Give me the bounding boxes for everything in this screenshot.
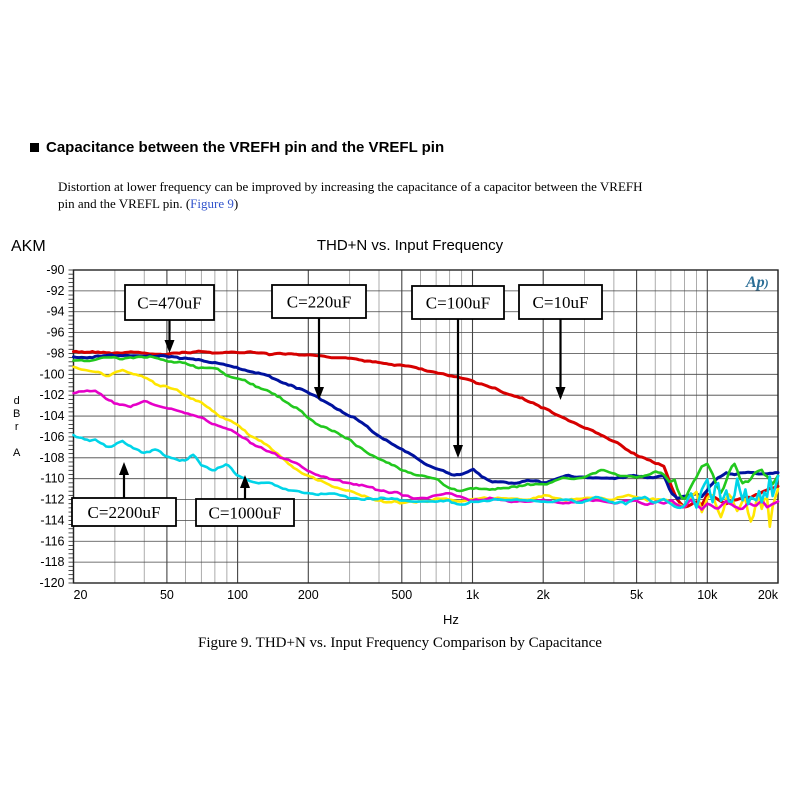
svg-text:2k: 2k — [537, 588, 551, 602]
svg-text:C=10uF: C=10uF — [533, 293, 589, 312]
svg-text:-118: -118 — [40, 555, 64, 569]
svg-text:5k: 5k — [630, 588, 644, 602]
svg-text:200: 200 — [298, 588, 319, 602]
svg-text:-104: -104 — [39, 409, 64, 423]
svg-text:-116: -116 — [40, 534, 64, 548]
svg-text:C=100uF: C=100uF — [426, 293, 490, 312]
svg-text:C=1000uF: C=1000uF — [209, 503, 282, 522]
svg-text:-100: -100 — [39, 367, 64, 381]
svg-text:20k: 20k — [758, 588, 779, 602]
svg-text:C=470uF: C=470uF — [137, 293, 201, 312]
svg-text:100: 100 — [227, 588, 248, 602]
svg-text:-114: -114 — [40, 513, 64, 527]
svg-text:500: 500 — [391, 588, 412, 602]
svg-text:C=2200uF: C=2200uF — [88, 503, 161, 522]
svg-text:C=220uF: C=220uF — [287, 292, 351, 311]
svg-text:10k: 10k — [697, 588, 718, 602]
svg-text:-102: -102 — [39, 388, 64, 402]
svg-text:-106: -106 — [39, 430, 64, 444]
svg-text:20: 20 — [74, 588, 88, 602]
svg-text:-98: -98 — [46, 347, 64, 361]
svg-text:-96: -96 — [46, 326, 64, 340]
svg-text:-120: -120 — [39, 576, 64, 590]
svg-text:-94: -94 — [46, 305, 64, 319]
svg-text:-92: -92 — [46, 284, 64, 298]
svg-text:50: 50 — [160, 588, 174, 602]
svg-text:-112: -112 — [40, 493, 64, 507]
svg-text:-110: -110 — [40, 472, 64, 486]
svg-text:-90: -90 — [46, 263, 64, 277]
svg-text:1k: 1k — [466, 588, 480, 602]
svg-text:-108: -108 — [39, 451, 64, 465]
